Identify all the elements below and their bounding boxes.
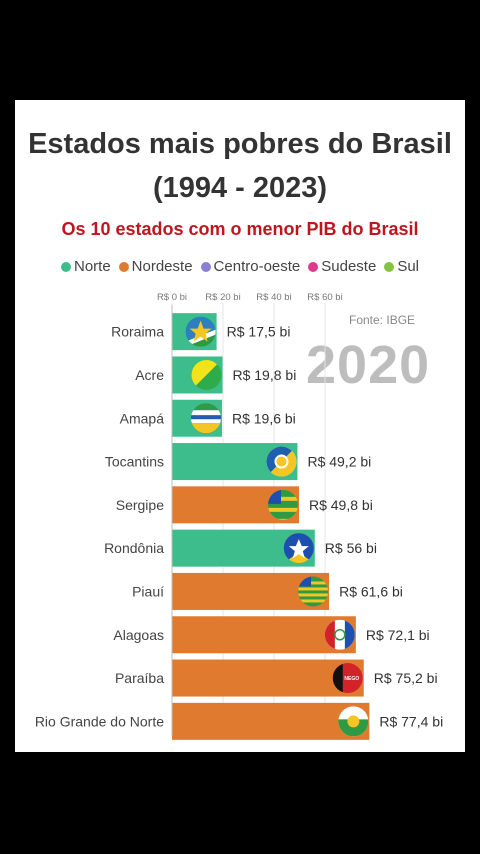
flag-part bbox=[267, 489, 298, 497]
piaui-flag-icon bbox=[298, 576, 329, 607]
bar-row: Tocantins R$ 49,2 bi bbox=[105, 443, 371, 481]
flag-part bbox=[298, 587, 329, 591]
rgn-flag-icon bbox=[338, 706, 369, 737]
flag-part bbox=[334, 629, 346, 641]
bar-row: Roraima R$ 17,5 bi bbox=[111, 313, 291, 351]
legend-dot-centro-oeste bbox=[200, 261, 211, 272]
legend: Norte Nordeste Centro-oeste Sudeste Sul bbox=[0, 258, 480, 275]
flag-text: NEGO bbox=[344, 676, 359, 682]
legend-label-sudeste: Sudeste bbox=[321, 258, 377, 275]
bar-row: Paraíba NEGO R$ 75,2 bi bbox=[115, 659, 438, 697]
flag-part bbox=[190, 419, 221, 424]
roraima-flag-icon bbox=[185, 316, 216, 347]
x-tick-label: R$ 40 bi bbox=[256, 292, 291, 303]
flag-part bbox=[298, 581, 329, 585]
legend-item-nordeste: Nordeste bbox=[118, 258, 193, 275]
flag-part bbox=[274, 454, 289, 469]
bar-row: Rio Grande do Norte R$ 77,4 bi bbox=[35, 702, 443, 740]
category-label: Tocantins bbox=[105, 454, 164, 470]
flag-part bbox=[298, 576, 312, 587]
flag-part bbox=[190, 423, 221, 434]
paraiba-flag-icon: NEGO bbox=[332, 663, 363, 694]
flag-part bbox=[332, 663, 343, 694]
flag-part bbox=[190, 415, 221, 420]
legend-dot-nordeste bbox=[118, 261, 129, 272]
flag-part bbox=[324, 619, 335, 650]
bar-row: Amapá R$ 19,6 bi bbox=[120, 399, 296, 437]
flag-part bbox=[298, 593, 329, 597]
bar-row: Alagoas R$ 72,1 bi bbox=[113, 616, 430, 654]
year-label: 2020 bbox=[306, 335, 431, 395]
category-label: Acre bbox=[135, 367, 164, 383]
legend-label-nordeste: Nordeste bbox=[131, 258, 193, 275]
bar bbox=[172, 659, 364, 697]
flag-part bbox=[185, 329, 216, 347]
bar-row: Rondônia R$ 56 bi bbox=[104, 529, 377, 567]
legend-dot-sudeste bbox=[308, 261, 319, 272]
flag-part bbox=[344, 619, 355, 650]
legend-item-sudeste: Sudeste bbox=[308, 258, 376, 275]
value-label: R$ 72,1 bi bbox=[366, 627, 430, 643]
bar-row: Piauí R$ 61,6 bi bbox=[132, 572, 403, 610]
flag-part bbox=[267, 500, 298, 508]
acre-flag-icon bbox=[191, 359, 222, 390]
flag-part bbox=[347, 715, 360, 728]
legend-item-centro-oeste: Centro-oeste bbox=[200, 258, 301, 275]
value-label: R$ 19,6 bi bbox=[232, 410, 296, 426]
value-label: R$ 49,2 bi bbox=[307, 454, 371, 470]
legend-dot-sul bbox=[384, 261, 395, 272]
chart-title-years: (1994 - 2023) bbox=[152, 172, 328, 204]
chart-subtitle: Os 10 estados com o menor PIB do Brasil bbox=[61, 219, 419, 239]
category-label: Sergipe bbox=[116, 497, 164, 513]
flag-part bbox=[190, 410, 221, 416]
value-label: R$ 75,2 bi bbox=[374, 670, 438, 686]
flag-part bbox=[298, 599, 329, 603]
category-label: Rondônia bbox=[104, 540, 164, 556]
source-note: Fonte: IBGE bbox=[349, 313, 416, 327]
value-label: R$ 19,8 bi bbox=[232, 367, 296, 383]
category-label: Alagoas bbox=[113, 627, 164, 643]
legend-label-norte: Norte bbox=[73, 258, 111, 275]
flag-part bbox=[191, 359, 222, 390]
tocantins-flag-icon bbox=[266, 446, 297, 477]
category-label: Roraima bbox=[111, 324, 164, 340]
bar bbox=[172, 702, 370, 740]
category-label: Amapá bbox=[120, 410, 165, 426]
legend-dot-norte bbox=[60, 261, 71, 272]
value-label: R$ 77,4 bi bbox=[379, 713, 443, 729]
flag-part bbox=[189, 320, 212, 342]
rondonia-flag-icon bbox=[283, 533, 314, 564]
value-label: R$ 61,6 bi bbox=[339, 583, 403, 599]
legend-label-sul: Sul bbox=[397, 258, 419, 275]
flag-part bbox=[338, 719, 369, 737]
amapa-flag-icon bbox=[190, 403, 221, 434]
bar-row: Sergipe R$ 49,8 bi bbox=[116, 486, 373, 524]
legend-label-centro-oeste: Centro-oeste bbox=[213, 258, 301, 275]
category-label: Paraíba bbox=[115, 670, 164, 686]
bar-row: Acre R$ 19,8 bi bbox=[135, 356, 296, 394]
sergipe-flag-icon bbox=[267, 489, 298, 520]
category-label: Rio Grande do Norte bbox=[35, 713, 164, 729]
legend-item-sul: Sul bbox=[384, 258, 419, 275]
value-label: R$ 49,8 bi bbox=[309, 497, 373, 513]
x-tick-label: R$ 0 bi bbox=[157, 292, 187, 303]
alagoas-flag-icon bbox=[324, 619, 355, 650]
flag-part bbox=[283, 552, 314, 564]
category-label: Piauí bbox=[132, 583, 164, 599]
legend-item-norte: Norte bbox=[60, 258, 111, 275]
value-label: R$ 17,5 bi bbox=[227, 324, 291, 340]
flag-part bbox=[267, 511, 298, 519]
flag-part bbox=[288, 539, 309, 559]
x-tick-label: R$ 20 bi bbox=[205, 292, 240, 303]
chart-title: Estados mais pobres do Brasil bbox=[28, 128, 452, 160]
value-label: R$ 56 bi bbox=[325, 540, 377, 556]
x-tick-label: R$ 60 bi bbox=[307, 292, 342, 303]
